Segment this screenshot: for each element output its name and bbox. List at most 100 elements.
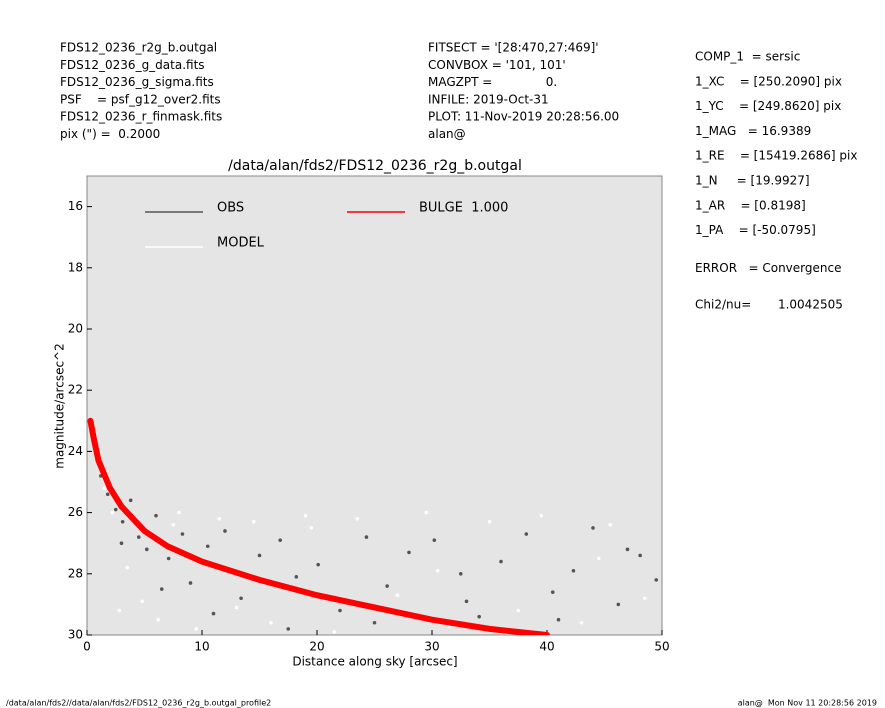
- data-point: [128, 498, 133, 503]
- data-point: [119, 541, 124, 545]
- header-middle-line: CONVBOX = '101, 101': [428, 58, 566, 72]
- data-point: [424, 510, 429, 515]
- data-point: [140, 599, 144, 604]
- data-point: [217, 516, 222, 521]
- y-tick-label: 22: [68, 383, 83, 397]
- y-axis-label: magnitude/arcsec^2: [53, 343, 67, 469]
- data-point: [516, 608, 521, 613]
- data-point: [102, 486, 107, 490]
- x-tick-label: 0: [83, 640, 91, 654]
- data-point: [499, 559, 503, 564]
- data-point: [294, 575, 299, 579]
- footer-right: alan@ Mon Nov 11 20:28:56 2019: [738, 699, 877, 708]
- y-tick-label: 30: [68, 628, 83, 642]
- header-middle-line: alan@: [428, 127, 466, 141]
- data-point: [120, 519, 125, 524]
- data-point: [303, 513, 308, 518]
- data-point: [625, 547, 630, 552]
- data-point: [251, 519, 256, 524]
- legend-label: MODEL: [217, 236, 265, 251]
- data-point: [286, 627, 291, 631]
- x-tick-label: 50: [654, 640, 669, 654]
- header-left-line: pix (") = 0.2000: [60, 127, 160, 141]
- data-point: [117, 608, 121, 613]
- header-right-line: Chi2/nu= 1.0042505: [695, 298, 843, 312]
- header-right-line: ERROR = Convergence: [695, 261, 841, 275]
- data-point: [205, 544, 210, 549]
- data-point: [211, 611, 216, 616]
- data-point: [458, 572, 463, 576]
- data-point: [136, 535, 141, 539]
- data-point: [188, 581, 193, 585]
- profile-line: [87, 417, 550, 635]
- y-tick-label: 16: [68, 199, 83, 213]
- data-point: [355, 516, 360, 521]
- x-tick-label: 40: [539, 640, 554, 654]
- plot-data: [87, 417, 659, 635]
- y-tick-label: 24: [68, 444, 83, 458]
- data-point: [338, 608, 342, 613]
- data-point: [364, 535, 369, 539]
- data-point: [125, 565, 130, 570]
- data-point: [180, 532, 185, 536]
- data-point: [432, 538, 437, 542]
- header-right-line: 1_PA = [-50.0795]: [695, 223, 816, 237]
- data-point: [464, 599, 469, 604]
- header-left-line: PSF = psf_g12_over2.fits: [60, 92, 221, 106]
- data-point: [171, 523, 176, 527]
- data-point: [591, 526, 595, 530]
- header-right-line: 1_YC = [249.8620] pix: [695, 99, 841, 113]
- data-point: [616, 602, 621, 607]
- x-tick-label: 30: [424, 640, 439, 654]
- header-right-line: 1_XC = [250.2090] pix: [695, 74, 842, 88]
- data-point: [156, 617, 161, 622]
- header-right-line: 1_AR = [0.8198]: [695, 198, 806, 212]
- header-left-line: FDS12_0236_r_finmask.fits: [60, 110, 222, 124]
- x-tick-label: 20: [309, 640, 324, 654]
- y-tick-label: 18: [68, 260, 83, 274]
- header-middle-line: INFILE: 2019-Oct-31: [428, 92, 549, 106]
- data-point: [145, 547, 149, 552]
- legend-label: OBS: [217, 201, 244, 216]
- data-point: [539, 513, 544, 518]
- data-point: [239, 596, 243, 601]
- header-right-line: 1_RE = [15419.2686] pix: [695, 149, 857, 163]
- data-point: [487, 519, 492, 524]
- header-left-line: FDS12_0236_g_data.fits: [60, 58, 205, 72]
- header-right-line: 1_MAG = 16.9389: [695, 124, 811, 138]
- header-left-line: FDS12_0236_g_sigma.fits: [60, 75, 214, 89]
- data-point: [316, 562, 320, 567]
- data-point: [638, 553, 642, 558]
- data-point: [372, 620, 377, 625]
- data-point: [223, 529, 227, 533]
- data-point: [435, 568, 440, 573]
- data-point: [654, 578, 659, 582]
- chart-title: /data/alan/fds2/FDS12_0236_r2g_b.outgal: [228, 158, 522, 174]
- plot-area: [86, 175, 663, 636]
- data-point: [194, 627, 199, 631]
- data-point: [571, 568, 576, 573]
- data-point: [332, 630, 337, 634]
- header-right-line: 1_N = [19.9927]: [695, 174, 810, 188]
- data-point: [556, 617, 561, 622]
- data-point: [477, 614, 481, 619]
- data-point: [596, 556, 601, 561]
- data-point: [159, 587, 164, 591]
- x-axis-label: Distance along sky [arcsec]: [292, 655, 457, 669]
- footer-left: /data/alan/fds2//data/alan/fds2/FDS12_02…: [6, 699, 271, 708]
- header-right-line: COMP_1 = sersic: [695, 50, 800, 64]
- data-point: [177, 510, 181, 515]
- data-point: [269, 620, 273, 625]
- data-point: [579, 620, 584, 625]
- header-middle-line: PLOT: 11-Nov-2019 20:28:56.00: [428, 110, 619, 124]
- data-point: [257, 553, 262, 558]
- y-tick-label: 20: [68, 322, 83, 336]
- header-left-line: FDS12_0236_r2g_b.outgal: [60, 41, 217, 55]
- data-point: [110, 510, 115, 515]
- data-point: [234, 605, 239, 610]
- data-point: [278, 538, 283, 542]
- data-point: [524, 532, 529, 536]
- data-point: [166, 556, 171, 561]
